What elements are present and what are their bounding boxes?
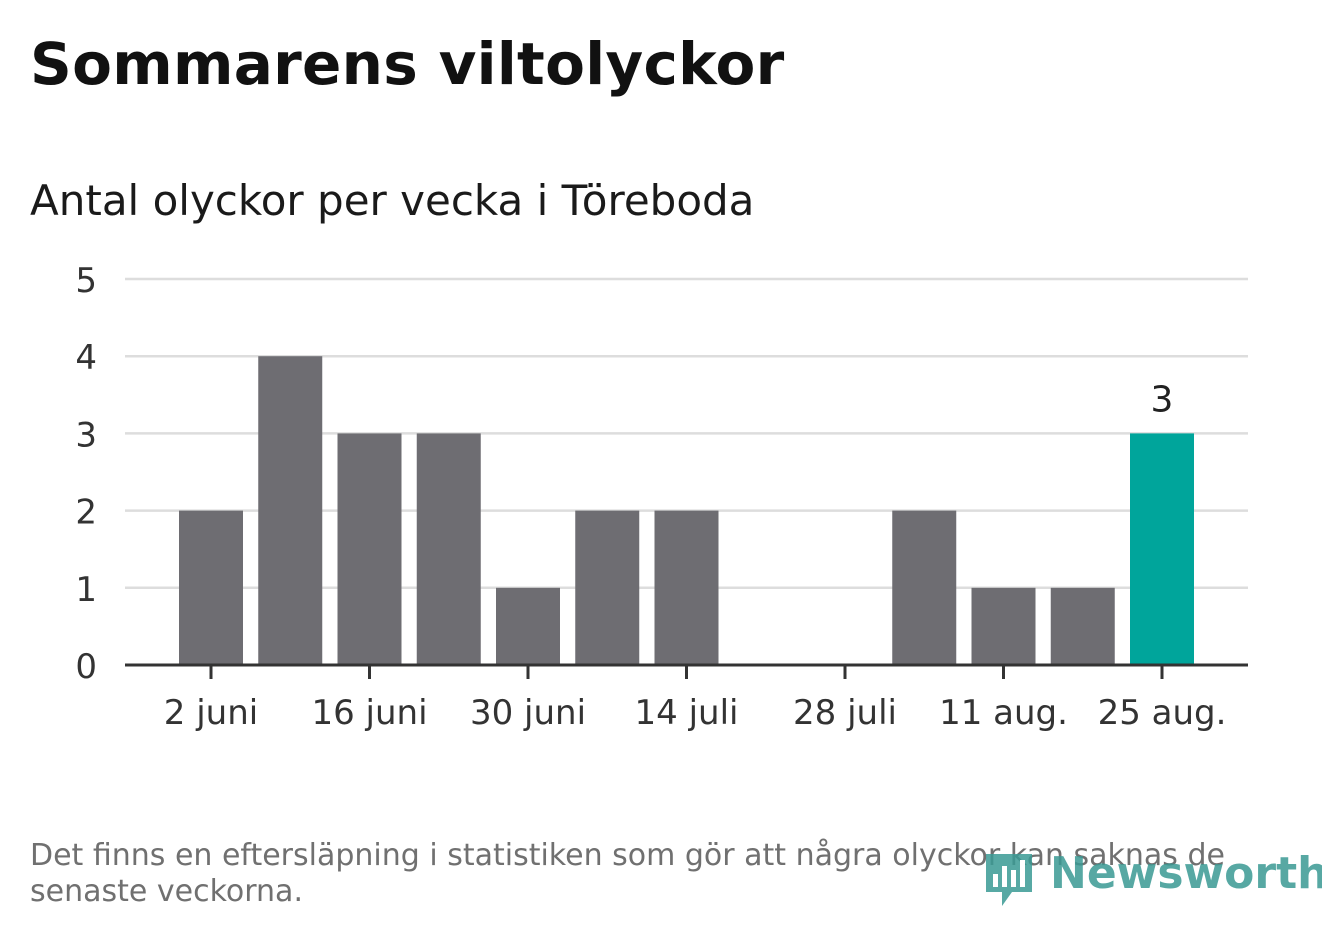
bar xyxy=(179,510,243,665)
x-tick-label: 2 juni xyxy=(164,693,258,733)
x-tick-label: 14 juli xyxy=(635,693,739,733)
bar xyxy=(337,433,402,665)
y-tick-label: 4 xyxy=(75,338,97,378)
highlight-bar xyxy=(1130,433,1194,665)
bar xyxy=(654,510,719,665)
bar xyxy=(892,510,957,665)
logo-text: Newsworthy xyxy=(1050,848,1322,899)
y-tick-label: 5 xyxy=(75,261,97,301)
y-tick-label: 0 xyxy=(75,647,97,687)
x-tick-label: 30 juni xyxy=(470,693,586,733)
newsworthy-chart-bubble-icon xyxy=(986,854,1032,906)
x-tick-label: 16 juni xyxy=(311,693,427,733)
bar xyxy=(416,433,481,665)
bar xyxy=(1050,587,1115,665)
x-tick-label: 28 juli xyxy=(793,693,897,733)
chart-title: Sommarens viltolyckor xyxy=(30,30,785,98)
x-tick-label: 25 aug. xyxy=(1098,693,1227,733)
chart-subtitle: Antal olyckor per vecka i Töreboda xyxy=(30,176,755,225)
x-tick-label: 11 aug. xyxy=(939,693,1068,733)
bar xyxy=(258,356,323,665)
y-tick-label: 3 xyxy=(75,415,97,455)
bar xyxy=(575,510,640,665)
y-tick-label: 1 xyxy=(75,570,97,610)
bar xyxy=(971,587,1036,665)
bar-chart: 0 1 2 3 4 5 3 2 juni 16 juni 30 juni 14 juli 28 jul… xyxy=(75,261,1248,733)
data-label: 3 xyxy=(1151,379,1174,420)
y-tick-label: 2 xyxy=(75,493,97,533)
bar xyxy=(496,587,560,665)
newsworthy-logo: Newsworthy xyxy=(982,848,1322,912)
